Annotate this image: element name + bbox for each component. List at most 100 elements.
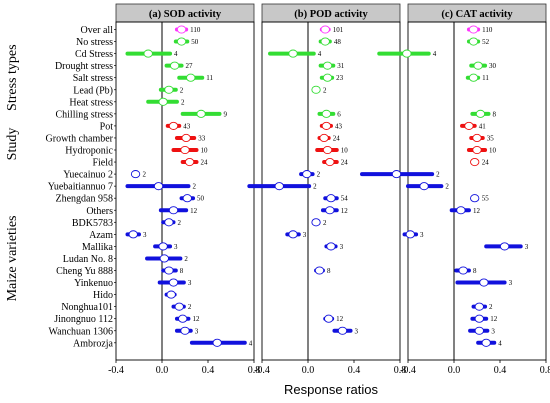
mean-marker [474,314,484,323]
row-label: Yinkenuo [74,278,113,289]
row-label: Mallika [82,242,114,253]
mean-marker [322,145,333,155]
sample-size-label: 52 [482,38,490,46]
sample-size-label: 110 [482,26,493,34]
data-point: 54 [323,194,349,203]
sample-size-label: 3 [509,279,513,287]
sample-size-label: 4 [174,50,178,58]
panel-title: (b) POD activity [294,9,368,20]
data-point: 2 [406,182,449,191]
data-point: 55 [470,194,489,203]
mean-marker [324,314,334,323]
mean-marker [314,266,325,275]
sample-size-label: 2 [143,171,147,179]
data-point: 3 [402,230,424,239]
group-label: Stress types [5,44,20,111]
data-point: 50 [173,37,199,46]
mean-marker [180,145,190,155]
row-label: Wanchuan 1306 [49,326,113,337]
data-point: 8 [161,266,184,275]
mean-marker [468,73,479,82]
mean-marker [288,49,298,58]
sample-size-label: 3 [174,243,178,251]
panel-title: (c) CAT activity [441,9,513,20]
panel-1: (a) SOD activity -0.4 0.0 0.4 0.8 110 50 4 27 11 2… [108,3,261,376]
sample-size-label: 10 [341,147,349,155]
mean-marker [212,338,222,347]
row-label: Azam [89,230,113,241]
mean-marker [159,254,169,263]
mean-marker [468,25,479,34]
sample-size-label: 24 [201,159,209,167]
mean-marker [325,157,335,167]
mean-marker [474,326,484,335]
x-tick-label: 0.8 [248,365,261,376]
data-point: 2 [299,170,321,179]
mean-marker [458,266,468,275]
mean-marker [166,290,176,299]
mean-marker [470,157,480,167]
mean-marker [181,133,191,142]
sample-size-label: 8 [493,110,497,118]
mean-marker [470,194,480,203]
sample-size-label: 2 [323,219,327,227]
sample-size-label: 11 [482,74,489,82]
data-point: 4 [476,338,502,347]
x-tick-label: 0.4 [202,365,215,376]
data-point: 110 [466,25,493,34]
row-label: Hydroponic [65,146,113,157]
data-point: 3 [468,326,495,335]
data-point: 2 [125,182,196,191]
data-point: 2 [158,85,184,94]
data-point: 24 [470,157,490,167]
sample-size-label: 3 [188,279,192,287]
sample-size-label: 24 [482,159,490,167]
data-point: 9 [180,109,228,118]
sample-size-label: 2 [313,183,317,191]
mean-marker [302,170,312,179]
data-point: 4 [377,49,437,58]
mean-marker [481,338,491,347]
mean-marker [322,61,333,70]
sample-size-label: 101 [333,26,344,34]
data-point: 12 [320,206,348,215]
data-point: 12 [158,206,198,215]
mean-marker [499,242,510,251]
sample-size-label: 54 [341,195,349,203]
data-point: 24 [317,133,341,142]
sample-size-label: 33 [198,134,206,142]
x-tick-label: 0.4 [494,365,507,376]
sample-size-label: 27 [186,62,194,70]
data-point: 50 [179,194,205,203]
x-tick-label: -0.4 [254,365,270,376]
mean-marker [479,278,489,287]
sample-size-label: 110 [190,26,201,34]
row-label: Cheng Yu 888 [56,266,113,277]
data-point: 8 [470,109,497,118]
sample-size-label: 4 [249,339,253,347]
sample-size-label: 43 [335,122,343,130]
sample-size-label: 8 [473,267,477,275]
mean-marker [178,314,188,323]
row-label: Growth chamber [46,133,114,144]
mean-marker [186,73,196,82]
mean-marker [319,133,329,142]
data-point: 10 [466,145,497,155]
row-label: Salt stress [73,73,113,84]
sample-size-label: 24 [333,134,341,142]
sample-size-label: 3 [525,243,529,251]
sample-size-label: 2 [180,86,184,94]
mean-marker [320,37,330,46]
mean-marker [402,49,412,58]
data-point: 41 [460,121,486,130]
row-label: Chilling stress [55,109,113,120]
plot-frame [261,21,401,361]
mean-marker [391,170,402,179]
row-label: Lead (Pb) [73,85,113,96]
sample-size-label: 8 [180,267,184,275]
data-point: 31 [318,61,345,70]
group-label: Study [5,128,20,161]
sample-size-label: 3 [143,231,147,239]
mean-marker [158,97,168,106]
data-point: 2 [311,85,327,94]
